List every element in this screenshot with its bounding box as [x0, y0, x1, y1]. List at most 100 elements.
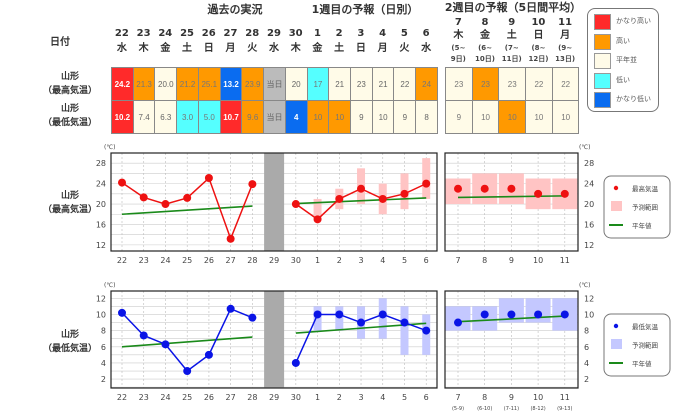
forecast-point: [378, 310, 387, 319]
min-temp-cell: 9: [445, 100, 473, 134]
observed-point: [183, 193, 192, 202]
plot-frame: [110, 290, 438, 389]
legend-range-icon: [611, 201, 622, 211]
period-end: 10日): [475, 55, 495, 63]
x-tick-label: 3: [358, 393, 363, 402]
forecast-range-bar: [422, 314, 431, 355]
x-tick-label: 26: [204, 393, 214, 402]
date-number: 24: [158, 28, 173, 39]
period-start: (5~: [451, 44, 466, 52]
date-number: 4: [379, 28, 387, 39]
plot-frame: [110, 152, 438, 252]
station-name: 山形: [60, 104, 79, 114]
week2-point: [534, 189, 543, 198]
y-tick-label: 4: [584, 359, 589, 368]
legend-point-icon: [613, 323, 619, 329]
weekday: 水: [421, 43, 432, 54]
date-number: 30: [288, 28, 303, 39]
legend-label: 最低気温: [632, 322, 659, 331]
period-end: 11日): [501, 55, 522, 63]
x-tick-label: 2: [337, 393, 342, 402]
x-tick-label: 24: [160, 256, 170, 265]
week2-point: [560, 189, 569, 198]
y-tick-label: 10: [584, 310, 594, 319]
legend-swatch-vh: [594, 14, 611, 30]
x-tick-label: 3: [358, 256, 363, 265]
category-legend: かなり高い 高い 平年並 低い かなり低い: [587, 8, 659, 112]
x-tick-label: 30: [291, 393, 301, 402]
y-tick-label: 12: [96, 294, 106, 303]
legend-swatch-vl: [594, 92, 611, 108]
legend-label: かなり低い: [616, 95, 651, 103]
x-tick-label: 27: [226, 393, 236, 402]
y-tick-label: 8: [584, 327, 589, 336]
date-number: 9: [508, 17, 516, 28]
y-tick-label: 2: [101, 375, 106, 384]
min-chart-label: 山形 （最低気温）: [40, 328, 100, 356]
normal-line: [121, 336, 253, 348]
forecast-range-bar: [313, 198, 322, 220]
y-tick-label: 8: [101, 327, 106, 336]
x-tick-label: 9: [509, 393, 514, 402]
max-chart-label: 山形 （最高気温）: [40, 189, 100, 217]
x-tick-sublabel: (5-9): [452, 406, 464, 412]
week2-title: 2週目の予報（5日間平均）: [444, 1, 582, 14]
date-label: 日付: [50, 37, 70, 48]
date-number: 3: [357, 28, 365, 39]
normal-line: [121, 205, 253, 216]
weekday: 日: [355, 43, 366, 54]
element-name: （最低気温）: [42, 344, 97, 354]
legend-label: 高い: [616, 36, 630, 45]
y-tick-label: 16: [584, 220, 594, 229]
station-name: 山形: [60, 191, 79, 201]
y-tick-label: 10: [96, 310, 106, 319]
weekday: 月: [560, 30, 571, 41]
week2-point: [480, 310, 489, 319]
normal-line: [295, 197, 427, 205]
x-tick-label: 22: [117, 256, 127, 265]
date-number: 11: [558, 17, 573, 28]
period-end: 9日): [450, 55, 466, 63]
forecast-point: [422, 326, 431, 335]
legend-swatch-h: [594, 33, 611, 50]
forecast-point: [291, 200, 300, 209]
forecast-point: [335, 310, 344, 319]
weekday: 金: [312, 43, 323, 54]
forecast-point: [313, 215, 322, 224]
weekday: 火: [247, 43, 258, 54]
y-tick-label: 2: [584, 375, 589, 384]
week2-point: [454, 184, 462, 193]
x-tick-label: 5: [402, 256, 407, 265]
x-tick-sublabel: (7-11): [504, 406, 519, 412]
max-temp-cell: 23: [498, 67, 527, 101]
date-number: 28: [245, 28, 260, 39]
y-unit-label: (℃): [579, 282, 590, 289]
x-tick-sublabel: (9-13): [557, 406, 572, 412]
weekday: 水: [268, 43, 279, 54]
date-number: 1: [313, 28, 321, 39]
date-number: 27: [223, 28, 238, 39]
forecast-range-bar: [422, 158, 431, 199]
weekday: 日: [533, 30, 544, 41]
observed-point: [226, 304, 235, 313]
y-tick-label: 20: [96, 200, 106, 209]
y-tick-label: 28: [96, 159, 106, 168]
weekday: 金: [160, 43, 171, 54]
y-unit-label: (℃): [104, 144, 115, 151]
observed-point: [118, 178, 126, 187]
week2-point: [507, 310, 516, 319]
forecast-range-bar: [445, 306, 471, 331]
legend-label: 平年値: [632, 221, 652, 230]
x-tick-label: 7: [455, 393, 460, 402]
observed-point: [248, 313, 257, 322]
max-temp-cell: 22: [551, 67, 580, 101]
y-unit-label: (℃): [104, 282, 115, 289]
x-tick-sublabel: (6-10): [477, 406, 492, 412]
forecast-point: [357, 184, 366, 193]
normal-line: [457, 315, 565, 323]
legend-swatch-l: [594, 72, 611, 89]
chart-min: 22 23 24 25 26 27 28 29 30 1 2 3 4 5 6 7(5-9)8(6-10)9(7…: [96, 282, 671, 412]
